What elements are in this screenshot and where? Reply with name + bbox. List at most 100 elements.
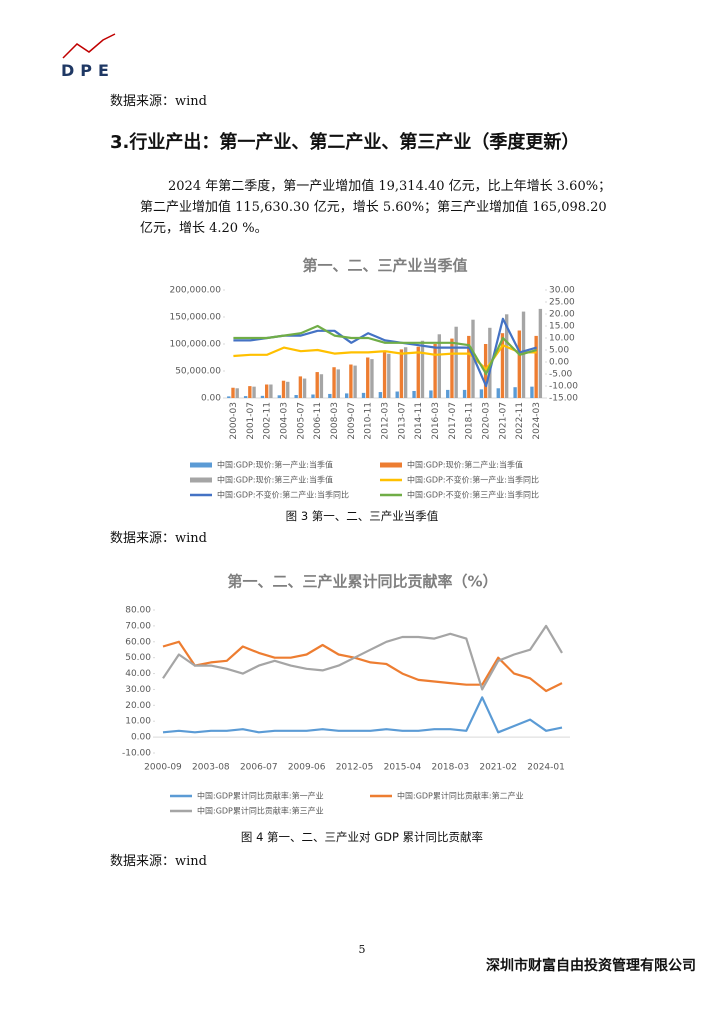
logo-line (62, 33, 116, 59)
source: 数据来源：wind (110, 854, 207, 869)
bar (433, 344, 437, 398)
y-tick-label: 200,000.00 (169, 286, 221, 296)
x-tick-label: 2022-11 (515, 402, 525, 440)
y-tick-label: 0.00 (201, 394, 221, 404)
bar (248, 386, 252, 398)
x-tick-label: 2004-03 (279, 402, 289, 440)
bar (467, 335, 471, 398)
bar (483, 344, 488, 398)
page-number: 5 (358, 943, 366, 956)
y-tick-label: 10.00 (125, 717, 151, 727)
x-tick-label: 2020-03 (482, 402, 492, 440)
y2-tick-label: -10.00 (549, 382, 578, 392)
bar (429, 390, 433, 398)
x-tick-label: 2021-02 (479, 763, 517, 773)
bar (328, 393, 332, 398)
logo: DPE (61, 33, 116, 80)
legend-label: 中国:GDP累计同比贡献率:第三产业 (197, 806, 324, 816)
x-tick-label: 2015-04 (384, 763, 422, 773)
bar (231, 387, 235, 398)
x-tick-label: 2006-11 (313, 402, 323, 440)
bar (437, 334, 441, 398)
bar (281, 380, 286, 398)
y-tick-label: 20.00 (125, 701, 151, 711)
caption: 图 3 第一、二、三产业当季值 (285, 509, 439, 523)
y-tick-label: 0.00 (131, 733, 151, 743)
x-tick-label: 2005-07 (296, 402, 306, 440)
y2-tick-label: 30.00 (549, 286, 575, 296)
bar (243, 396, 248, 398)
legend-label: 中国:GDP:现价:第三产业:当季值 (217, 475, 333, 485)
y-tick-label: 80.00 (125, 606, 151, 616)
bar (227, 396, 231, 398)
y2-tick-label: 20.00 (549, 310, 575, 320)
bar (500, 333, 505, 398)
x-tick-label: 2003-08 (192, 763, 230, 773)
y-tick-label: 40.00 (125, 669, 151, 679)
bar (235, 388, 239, 398)
bar (496, 388, 500, 398)
bar (412, 390, 416, 398)
bar (505, 314, 509, 398)
line (162, 640, 563, 693)
footer: 深圳市财富自由投资管理有限公司 (486, 958, 696, 974)
source: 数据来源：wind (110, 531, 207, 546)
x-tick-label: 2010-11 (364, 402, 374, 440)
y-tick-label: 50.00 (125, 653, 151, 663)
bar (479, 389, 484, 398)
x-tick-label: 2024-01 (527, 763, 565, 773)
bar (298, 376, 303, 398)
bar (286, 381, 290, 398)
x-tick-label: 2016-03 (431, 402, 441, 440)
y-tick-label: 30.00 (125, 685, 151, 695)
x-tick-label: 2006-07 (240, 763, 278, 773)
chart-title: 第一、二、三产业累计同比贡献率（%） (227, 573, 497, 591)
y2-tick-label: -5.00 (549, 370, 573, 380)
bar (416, 346, 420, 398)
bar (294, 395, 298, 398)
y2-tick-label: 5.00 (549, 346, 569, 356)
legend-label: 中国:GDP:不变价:第一产业:当季同比 (407, 475, 539, 485)
x-tick-label: 2018-11 (465, 402, 475, 440)
x-tick-label: 2000-03 (229, 402, 239, 440)
x-tick-label: 2000-09 (144, 763, 182, 773)
legend-label: 中国:GDP累计同比贡献率:第一产业 (197, 791, 324, 801)
bar (370, 359, 374, 398)
bar (277, 395, 281, 398)
x-tick-label: 2009-07 (347, 402, 357, 440)
bar (378, 392, 383, 398)
legend-label: 中国:GDP:不变价:第二产业:当季同比 (217, 490, 349, 500)
bar (252, 386, 256, 398)
bar (454, 326, 458, 398)
x-tick-label: 2002-11 (263, 402, 273, 440)
bar (302, 378, 307, 398)
bar (361, 392, 366, 398)
x-tick-label: 2008-03 (330, 402, 340, 440)
bar (399, 349, 404, 398)
bar (311, 394, 315, 398)
bar (265, 384, 269, 398)
y2-tick-label: 0.00 (549, 358, 569, 368)
x-tick-label: 2009-06 (288, 763, 326, 773)
bar (345, 393, 349, 398)
y-tick-label: 60.00 (125, 637, 151, 647)
line (233, 324, 537, 376)
bar (260, 395, 265, 398)
bar (420, 340, 425, 398)
bar (269, 384, 273, 398)
bar (517, 330, 521, 398)
bar (382, 352, 387, 398)
bar (387, 353, 391, 398)
y-tick-label: 150,000.00 (169, 313, 221, 323)
line (162, 696, 563, 734)
x-tick-label: 2021-07 (498, 402, 508, 440)
bar (349, 364, 353, 398)
y-tick-label: 70.00 (125, 621, 151, 631)
x-tick-label: 2001-07 (246, 402, 256, 440)
legend-label: 中国:GDP:不变价:第三产业:当季同比 (407, 490, 539, 500)
y-tick-label: 50,000.00 (175, 367, 221, 377)
bar (513, 387, 517, 398)
bar (450, 338, 454, 398)
bar (366, 357, 370, 398)
